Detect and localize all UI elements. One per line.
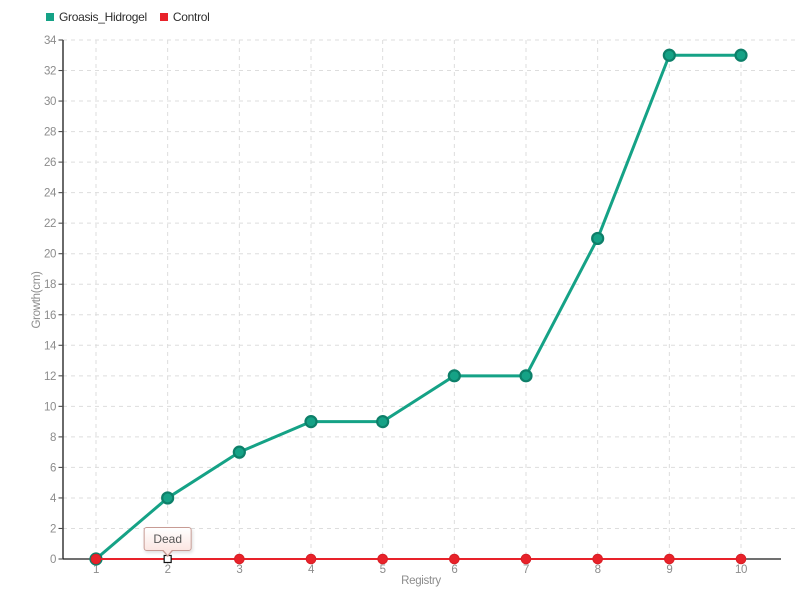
x-tick-label: 5	[380, 564, 386, 576]
data-point-groasis-hidrogel[interactable]	[304, 415, 318, 429]
x-ticks: 1 2 3 4 5 6 7 8 9 10	[93, 559, 747, 576]
legend-item-groasis-hidrogel[interactable]: Groasis_Hidrogel	[46, 10, 147, 24]
data-point-groasis-hidrogel[interactable]	[519, 369, 533, 383]
legend-label-control: Control	[172, 10, 210, 24]
x-tick-label: 1	[93, 564, 99, 576]
legend-item-control[interactable]: Control	[159, 10, 210, 24]
data-point-groasis-hidrogel[interactable]	[591, 231, 605, 246]
y-tick-label: 18	[44, 279, 56, 291]
v-gridlines	[95, 40, 742, 559]
x-axis-title: Registry	[401, 575, 441, 587]
data-point-control[interactable]	[377, 553, 388, 565]
y-tick-label: 12	[44, 371, 56, 383]
x-tick-label: 8	[595, 564, 601, 576]
x-tick-label: 9	[666, 564, 672, 576]
data-point-control[interactable]	[449, 553, 460, 565]
data-point-control[interactable]	[90, 553, 102, 565]
data-point-groasis-hidrogel[interactable]	[232, 445, 246, 459]
x-tick-label: 6	[451, 564, 457, 576]
data-point-control[interactable]	[520, 553, 532, 565]
series-control	[90, 553, 747, 565]
h-gridlines	[63, 39, 796, 529]
axes	[62, 40, 781, 560]
y-tick-label: 24	[44, 188, 57, 200]
y-tick-label: 20	[44, 249, 56, 261]
y-tick-label: 0	[50, 554, 56, 566]
y-tick-label: 14	[44, 340, 57, 352]
x-tick-label: 7	[523, 564, 529, 576]
y-tick-label: 26	[44, 157, 56, 169]
legend: Groasis_Hidrogel Control	[46, 10, 210, 24]
data-point-control[interactable]	[664, 553, 675, 565]
y-tick-label: 10	[44, 401, 56, 413]
data-point-groasis-hidrogel[interactable]	[662, 48, 676, 62]
y-axis-title: Growth(cm)	[31, 271, 43, 329]
x-tick-label: 3	[236, 564, 242, 576]
y-tick-label: 22	[44, 218, 56, 230]
x-tick-label: 10	[735, 564, 747, 576]
data-point-control[interactable]	[735, 553, 747, 565]
y-tick-label: 34	[44, 35, 57, 47]
y-tick-label: 2	[50, 523, 56, 535]
y-tick-label: 4	[50, 493, 57, 505]
data-point-control[interactable]	[592, 553, 603, 565]
x-tick-label: 2	[165, 564, 171, 576]
data-point-control[interactable]	[234, 553, 245, 565]
y-tick-label: 32	[44, 66, 56, 78]
data-point-groasis-hidrogel[interactable]	[447, 369, 461, 383]
series-line-groasis-hidrogel	[95, 53, 741, 561]
point-tooltip: Dead	[143, 527, 192, 557]
x-tick-label: 4	[308, 564, 315, 576]
y-tick-label: 30	[44, 96, 56, 108]
data-point-groasis-hidrogel[interactable]	[161, 491, 175, 505]
y-tick-label: 8	[50, 432, 56, 444]
y-tick-label: 28	[44, 127, 56, 139]
legend-swatch-control-icon	[159, 13, 168, 21]
data-point-groasis-hidrogel[interactable]	[376, 415, 390, 429]
y-tick-label: 16	[44, 310, 56, 322]
legend-swatch-groasis-icon	[46, 13, 54, 21]
data-point-groasis-hidrogel[interactable]	[734, 48, 748, 62]
legend-label-groasis: Groasis_Hidrogel	[59, 10, 147, 24]
data-point-control[interactable]	[305, 553, 317, 565]
y-tick-label: 6	[50, 462, 56, 474]
series-groasis-hidrogel	[89, 48, 748, 566]
